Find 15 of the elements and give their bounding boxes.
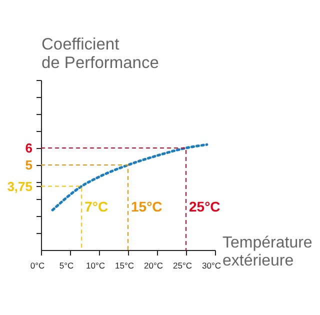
y-tick-label: 3,75 [7, 178, 32, 194]
y-tick-label: 5 [25, 158, 32, 172]
annotation: 25°C [189, 198, 220, 214]
x-tick-label: 0°C [30, 260, 45, 270]
x-tick-label: 10°C [86, 260, 105, 270]
x-tick-label: 15°C [115, 260, 134, 270]
x-tick-label: 30°C [202, 260, 221, 270]
x-tick-label: 25°C [173, 260, 192, 270]
x-tick-label: 20°C [144, 260, 163, 270]
y-tick-label: 6 [25, 140, 32, 156]
x-axis-title: Température extérieure [222, 234, 312, 270]
annotation: 15°C [131, 198, 162, 214]
x-tick-label: 5°C [59, 260, 74, 270]
annotation: 7°C [84, 198, 108, 214]
y-axis-title: Coefficient de Performance [42, 36, 159, 72]
